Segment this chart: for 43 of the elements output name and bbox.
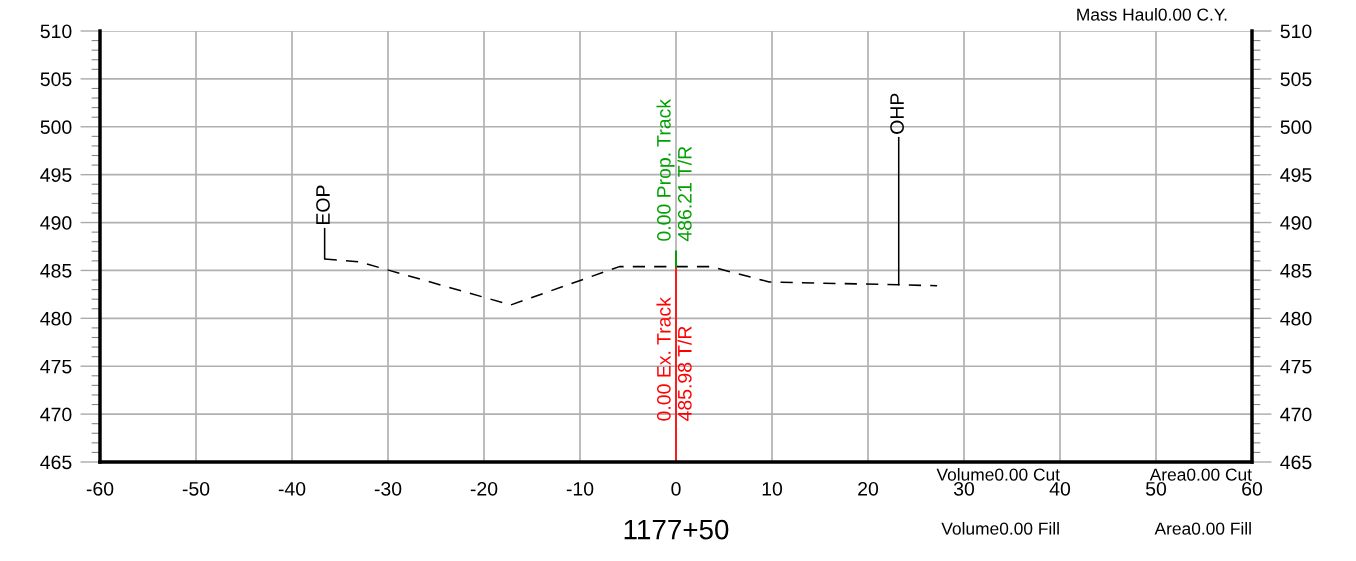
x-tick-label: 40 [1049,481,1071,496]
y2-tick-label: 490 [1280,216,1312,230]
y-tick-label: 495 [40,168,72,182]
y-tick-label: 475 [40,359,72,374]
x-tick-label: -60 [86,481,114,496]
y-tick-label: 500 [40,120,72,135]
y-tick-label: 505 [40,72,72,87]
y-tick-label: 470 [40,407,72,422]
x-tick-label: -10 [566,481,594,496]
x-tick-label: -50 [182,481,210,496]
x-axis-title: 1177+50 [624,519,729,540]
y-tick-label: 465 [40,455,72,470]
text: Area0.00 Fill [1154,522,1251,535]
y2-tick-label: 510 [1280,24,1312,39]
x-tick-label: -30 [374,481,402,496]
x-tick-label: -40 [278,481,306,496]
ref-line-label: 0.00 Ex. Track 485.98 T/R [656,297,692,421]
y2-tick-label: 470 [1280,407,1312,422]
text: Volume0.00 Fill [941,522,1059,535]
y-tick-label: 485 [40,263,72,278]
y2-tick-label: 485 [1280,263,1312,278]
y-tick-label: 490 [40,216,72,230]
y2-tick-label: 475 [1280,359,1312,374]
y2-tick-label: 465 [1280,455,1312,470]
y2-tick-label: 500 [1280,120,1312,135]
y-tick-label: 480 [40,311,72,326]
annotation: OHP [890,93,904,134]
x-tick-label: 60 [1242,481,1263,496]
x-tick-label: 10 [762,481,783,496]
text: Area0.00 Cut [1149,468,1252,481]
y2-tick-label: 495 [1280,168,1312,182]
x-tick-label: 50 [1145,481,1167,496]
text: Volume0.00 Cut [936,468,1060,481]
x-tick-label: 30 [953,481,975,496]
x-tick-label: -20 [470,481,498,496]
x-tick-label: 20 [858,481,879,496]
text: Mass Haul0.00 C.Y. [1077,8,1227,21]
y2-tick-label: 480 [1280,311,1312,326]
x-tick-label: 0 [671,481,681,496]
ref-line-label: 0.00 Prop. Track 486.21 T/R [656,98,692,242]
annotation: EOP [316,185,330,225]
y-tick-label: 510 [40,24,72,39]
y2-tick-label: 505 [1280,72,1312,87]
